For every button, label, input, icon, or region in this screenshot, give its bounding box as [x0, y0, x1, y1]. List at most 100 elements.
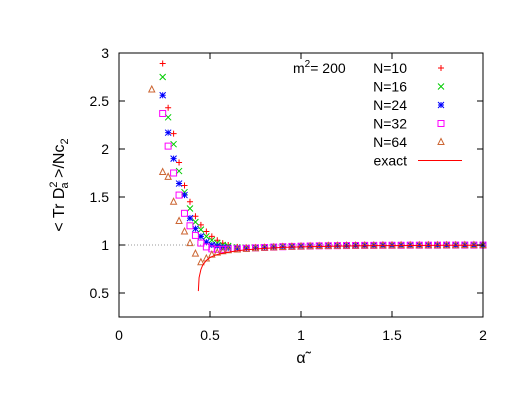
- data-point: [181, 182, 188, 189]
- data-point: [297, 242, 305, 250]
- data-point: [192, 213, 199, 220]
- data-point: [214, 237, 221, 244]
- data-point: [159, 109, 167, 117]
- data-point: [191, 249, 200, 257]
- data-point: [165, 104, 172, 111]
- y-axis-label-prefix: < Tr D: [51, 188, 68, 232]
- data-point: [369, 240, 378, 249]
- data-point: [197, 257, 205, 266]
- data-point: [213, 248, 222, 256]
- series-n-16: [159, 73, 487, 252]
- data-point: [175, 191, 183, 199]
- data-point: [460, 240, 469, 249]
- data-point: [406, 240, 415, 249]
- annotation-superscript: 2: [305, 59, 311, 70]
- axes-layer: [118, 52, 484, 318]
- y-tick-label: 1.5: [90, 189, 110, 205]
- data-point: [415, 240, 424, 249]
- data-point: [315, 242, 323, 250]
- data-point: [197, 239, 205, 247]
- legend-marker: [437, 120, 445, 127]
- series-exact: [197, 244, 484, 292]
- series-n-32: [159, 109, 487, 253]
- data-point: [470, 240, 478, 249]
- legend-label: N=16: [373, 79, 407, 95]
- data-point: [242, 244, 251, 252]
- data-point: [343, 242, 350, 249]
- series-layer: [147, 60, 487, 292]
- data-point: [388, 240, 396, 249]
- legend-marker: [437, 83, 445, 90]
- data-point: [164, 142, 172, 150]
- data-point: [252, 244, 259, 252]
- data-point: [278, 242, 287, 251]
- ticks-layer: 0 0.5 1 1.5 2 0.5 1 1.5 2 2.5 3: [90, 45, 488, 343]
- data-point: [186, 222, 194, 230]
- data-point: [197, 221, 204, 228]
- data-point: [170, 169, 178, 177]
- data-point: [170, 130, 177, 137]
- data-point: [297, 241, 305, 250]
- data-point: [213, 245, 221, 253]
- data-point: [324, 242, 332, 250]
- mass-annotation: m2= 200: [293, 59, 346, 76]
- data-point: [306, 241, 314, 250]
- data-point: [324, 241, 333, 249]
- data-point: [360, 240, 369, 249]
- data-point: [186, 238, 194, 247]
- data-point: [342, 241, 351, 249]
- data-point: [208, 241, 216, 249]
- data-point: [334, 242, 341, 249]
- data-point: [208, 233, 215, 240]
- x-tick-label: 0: [115, 327, 123, 343]
- data-point: [147, 84, 156, 93]
- data-point: [260, 243, 269, 251]
- legend-label: N=10: [373, 60, 407, 76]
- data-point: [175, 216, 183, 224]
- data-point: [451, 240, 460, 249]
- data-point: [442, 240, 451, 249]
- x-tick-label: 0.5: [200, 327, 220, 343]
- data-point: [170, 155, 177, 162]
- series-n-24: [159, 91, 487, 252]
- legend-marker: [438, 65, 444, 71]
- data-point: [164, 129, 172, 137]
- y-tick-label: 0.5: [90, 285, 110, 301]
- data-point: [192, 225, 199, 233]
- y-tick-label: 2.5: [90, 93, 110, 109]
- data-point: [270, 243, 278, 251]
- data-point: [261, 243, 268, 251]
- data-point: [191, 231, 199, 239]
- data-point: [186, 198, 193, 205]
- data-point: [203, 238, 210, 246]
- y-axis-label: < Tr D2a >/Nc2: [48, 138, 71, 231]
- y-tick-label: 2: [101, 141, 109, 157]
- data-point: [197, 233, 205, 240]
- data-point: [159, 91, 167, 99]
- x-tick-label: 1.5: [382, 327, 402, 343]
- y-tick-label: 1: [101, 237, 109, 253]
- legend-label: exact: [374, 153, 408, 169]
- data-point: [175, 180, 183, 187]
- y-axis-label-subscript: a: [59, 181, 71, 188]
- data-point: [203, 233, 210, 240]
- data-point: [181, 209, 189, 217]
- legend: N=10 N=16 N=24 N=32 N=64 exact: [373, 60, 462, 169]
- data-point: [224, 245, 233, 254]
- data-point: [269, 242, 278, 251]
- x-axis-label: α̃: [296, 350, 311, 367]
- y-axis-label-superscript: 2: [48, 181, 60, 187]
- data-point: [397, 240, 405, 249]
- annotation-suffix: = 200: [310, 60, 346, 76]
- legend-label: N=64: [373, 134, 407, 150]
- legend-label: N=32: [373, 116, 407, 132]
- data-point: [176, 159, 183, 166]
- exact-curve: [197, 244, 484, 292]
- data-point: [333, 241, 342, 249]
- data-point: [424, 240, 433, 249]
- data-point: [233, 244, 242, 253]
- data-point: [288, 242, 296, 250]
- data-point: [351, 240, 360, 249]
- data-point: [208, 236, 216, 244]
